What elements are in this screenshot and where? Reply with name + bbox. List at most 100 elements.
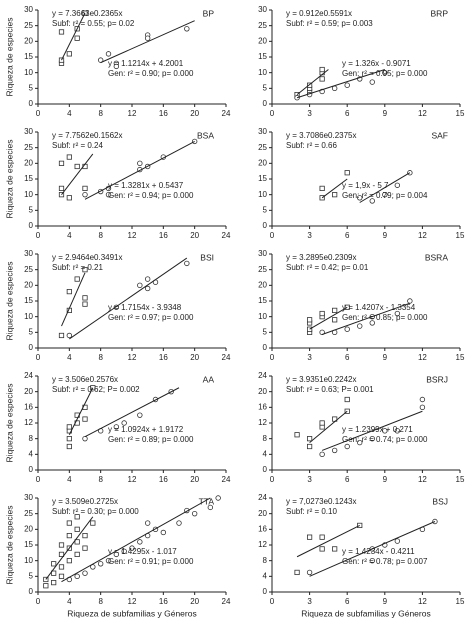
subfamily-point (306, 436, 313, 442)
genus-point (394, 182, 401, 188)
subfamily-point (306, 326, 313, 332)
genus-point (113, 551, 120, 558)
panel: 0 4 8 12 16 20 24 0 3 6 9 12 15 BSRJ y = 3.9351e0.2242… (258, 371, 465, 484)
subfamily-point (319, 546, 325, 552)
y-tick-label: 25 (258, 265, 267, 274)
y-tick-label: 0 (29, 587, 34, 596)
y-tick-label: 20 (24, 280, 33, 289)
genus-point (369, 557, 375, 564)
subfamily-point (58, 332, 65, 339)
panel-title: BSI (200, 252, 214, 262)
y-tick-label: 24 (258, 371, 267, 380)
genus-point (369, 198, 375, 204)
genus-point (369, 79, 375, 85)
x-tick-label: 20 (190, 109, 199, 118)
y-tick-label: 10 (258, 68, 267, 77)
subfamily-point (294, 569, 300, 576)
genus-point (105, 557, 112, 564)
fit-line (296, 524, 360, 558)
x-tick-label: 20 (190, 475, 199, 484)
subfamily-point (294, 432, 300, 438)
x-tick-label: 12 (418, 597, 427, 606)
genus-point (382, 191, 388, 198)
x-tick-label: 0 (36, 597, 41, 606)
x-tick-label: 12 (418, 109, 427, 118)
subfamily-point (58, 160, 65, 166)
y-axis-label: Riqueza de especies (4, 18, 14, 97)
y-tick-label: 30 (258, 5, 267, 14)
x-tick-label: 4 (67, 475, 72, 484)
equation: Subf: r² = 0.63; P= 0.001 (286, 385, 374, 394)
y-tick-label: 20 (258, 36, 267, 45)
x-tick-label: 3 (307, 231, 312, 240)
fit-line (296, 69, 385, 99)
x-tick-label: 8 (98, 597, 103, 606)
equation: y = 1.4234x - 0.4211 (342, 547, 415, 556)
genus-point (331, 447, 338, 454)
fit-line (61, 272, 86, 327)
y-tick-label: 20 (258, 280, 267, 289)
genus-point (207, 504, 214, 511)
genus-point (394, 428, 401, 434)
y-tick-label: 12 (258, 540, 267, 549)
x-tick-label: 6 (345, 231, 350, 240)
equation: y = 1.7154x - 3.9348 (108, 303, 182, 312)
panel: 0 4 8 12 16 20 24 0 3 6 9 12 15 BSJ Riqueza de subfami… (258, 493, 465, 618)
y-tick-label: 0 (263, 465, 268, 474)
y-tick-label: 5 (263, 205, 268, 214)
genus-point (344, 326, 350, 332)
genus-point (121, 420, 127, 426)
genus-point (344, 443, 350, 450)
x-tick-label: 3 (307, 475, 312, 484)
genus-point (331, 85, 338, 92)
x-axis-label: Riqueza de subfamilias y Géneros (67, 608, 196, 618)
genus-point (184, 260, 190, 267)
x-tick-label: 24 (222, 475, 231, 484)
y-tick-label: 30 (24, 127, 33, 136)
fit-line (309, 306, 348, 330)
fit-line (100, 20, 195, 64)
subfamily-point (66, 443, 72, 450)
genus-point (319, 329, 325, 336)
y-tick-label: 0 (263, 221, 268, 230)
x-tick-label: 15 (456, 109, 465, 118)
subfamily-point (74, 514, 80, 520)
x-tick-label: 9 (383, 109, 388, 118)
genus-point (184, 26, 190, 32)
subfamily-point (319, 76, 325, 82)
y-tick-label: 10 (24, 68, 33, 77)
subfamily-point (332, 307, 338, 314)
subfamily-point (66, 558, 72, 564)
x-tick-label: 15 (456, 597, 465, 606)
subfamily-point (306, 534, 313, 540)
x-tick-label: 0 (270, 353, 275, 362)
panel: 0 5 10 15 20 25 30 0 3 6 9 12 15 BSRA y = 3.2895e0.230… (258, 249, 465, 362)
fit-line (309, 521, 436, 577)
genus-point (66, 332, 73, 339)
y-tick-label: 12 (24, 418, 33, 427)
y-tick-label: 20 (24, 158, 33, 167)
x-tick-label: 8 (98, 353, 103, 362)
genus-point (160, 529, 167, 536)
x-tick-label: 16 (159, 231, 168, 240)
y-tick-label: 5 (263, 83, 268, 92)
subfamily-point (82, 533, 88, 539)
genus-point (215, 495, 221, 501)
panel-title: TTA (199, 496, 215, 506)
equation: y = 3.7086e0.2375x (286, 131, 357, 140)
equation: y = 2.9464e0.3491x (52, 253, 123, 262)
equation: y = 1.326x - 0.9071 (342, 59, 411, 68)
genus-point (357, 323, 363, 329)
genus-point (97, 561, 104, 567)
fit-line (68, 387, 94, 435)
y-tick-label: 0 (263, 587, 268, 596)
y-tick-label: 30 (24, 5, 33, 14)
subfamily-point (43, 583, 49, 589)
y-tick-label: 25 (24, 509, 33, 518)
y-tick-label: 10 (258, 190, 267, 199)
subfamily-point (344, 396, 350, 403)
panel-title: BSA (197, 130, 214, 140)
x-tick-label: 20 (190, 231, 199, 240)
fit-line (359, 172, 411, 203)
equation: y = 3.9351e0.2242x (286, 375, 357, 384)
